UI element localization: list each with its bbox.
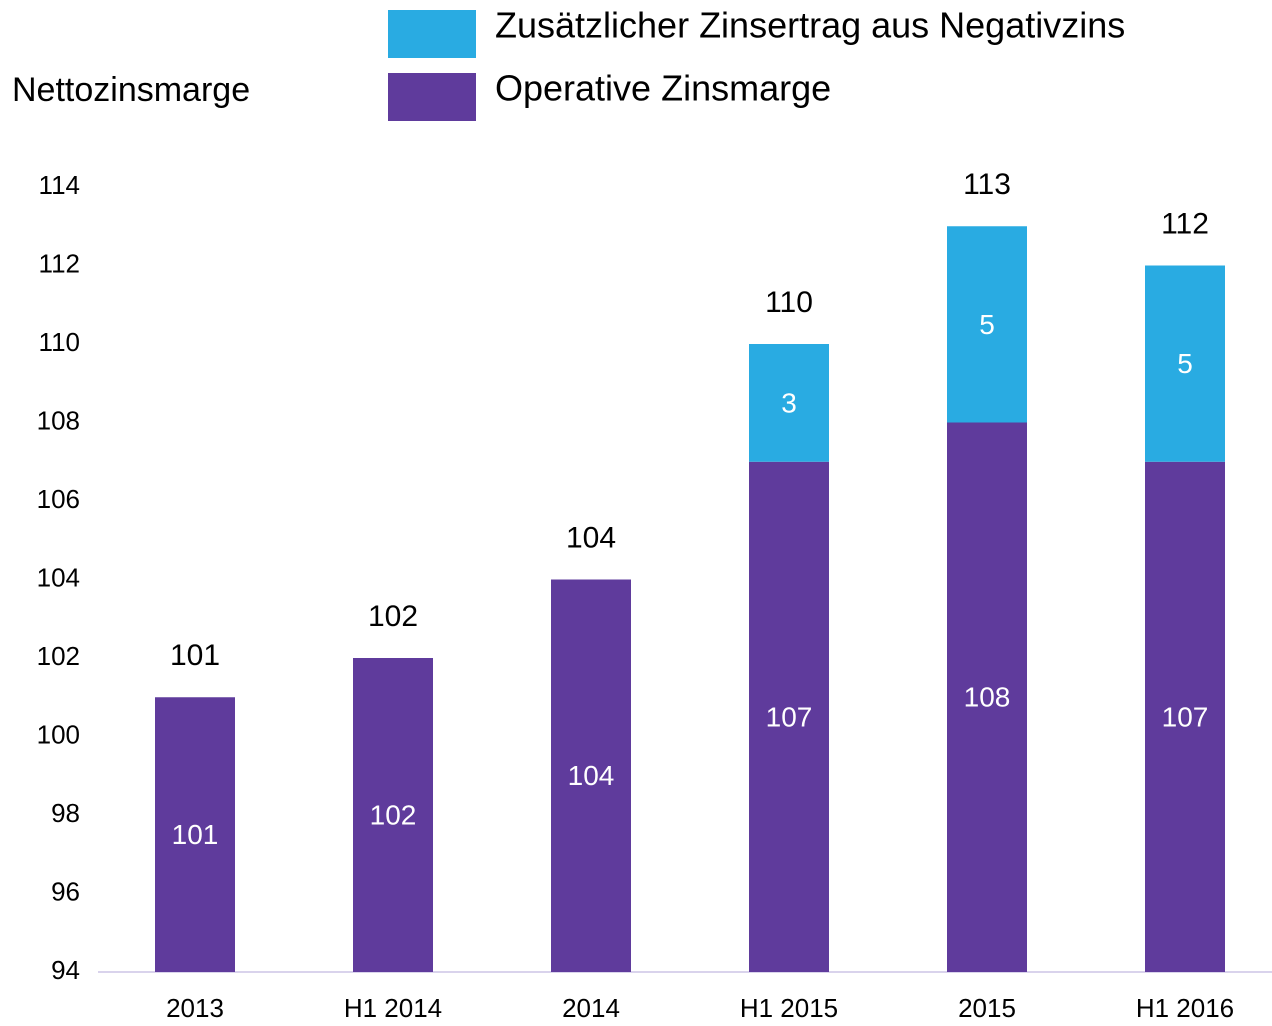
y-tick-label: 96 (51, 876, 80, 906)
y-tick-label: 94 (51, 955, 80, 985)
total-label: 104 (566, 521, 616, 554)
y-tick-label: 106 (37, 484, 80, 514)
bar-segment (947, 422, 1027, 972)
legend-swatch (388, 73, 476, 121)
y-tick-label: 110 (39, 327, 80, 357)
x-tick-label: 2014 (562, 993, 620, 1023)
segment-label: 104 (568, 760, 615, 791)
bar-segment (1145, 265, 1225, 462)
bar-segment (749, 461, 829, 972)
y-tick-label: 100 (37, 719, 80, 749)
legend-swatch (388, 10, 476, 58)
x-tick-label: H1 2014 (344, 993, 442, 1023)
segment-label: 101 (172, 819, 219, 850)
segment-label: 102 (370, 799, 417, 830)
total-label: 110 (765, 286, 813, 319)
y-tick-label: 112 (39, 248, 80, 278)
total-label: 102 (368, 600, 418, 633)
x-tick-label: H1 2016 (1136, 993, 1234, 1023)
y-tick-label: 98 (51, 798, 80, 828)
y-tick-label: 114 (39, 170, 80, 200)
x-tick-label: H1 2015 (740, 993, 838, 1023)
x-tick-label: 2013 (166, 993, 224, 1023)
segment-label: 3 (781, 387, 797, 418)
segment-label: 5 (979, 309, 995, 340)
legend-label: Operative Zinsmarge (495, 68, 831, 109)
bar-segment (749, 344, 829, 462)
bar-segment (947, 226, 1027, 423)
y-tick-label: 108 (37, 405, 80, 435)
segment-label: 107 (1162, 701, 1209, 732)
total-label: 101 (170, 639, 220, 672)
total-label: 113 (963, 168, 1011, 201)
segment-label: 107 (766, 701, 813, 732)
total-label: 112 (1161, 207, 1209, 240)
bar-segment (551, 579, 631, 972)
legend-label: Zusätzlicher Zinsertrag aus Negativzins (495, 5, 1125, 46)
x-tick-label: 2015 (958, 993, 1016, 1023)
y-tick-label: 104 (37, 562, 80, 592)
y-tick-label: 102 (37, 641, 80, 671)
bar-segment (1145, 461, 1225, 972)
segment-label: 108 (964, 682, 1011, 713)
segment-label: 5 (1177, 348, 1193, 379)
y-axis-label: Nettozinsmarge (12, 71, 250, 109)
bar-segment (155, 697, 235, 972)
bar-segment (353, 658, 433, 972)
